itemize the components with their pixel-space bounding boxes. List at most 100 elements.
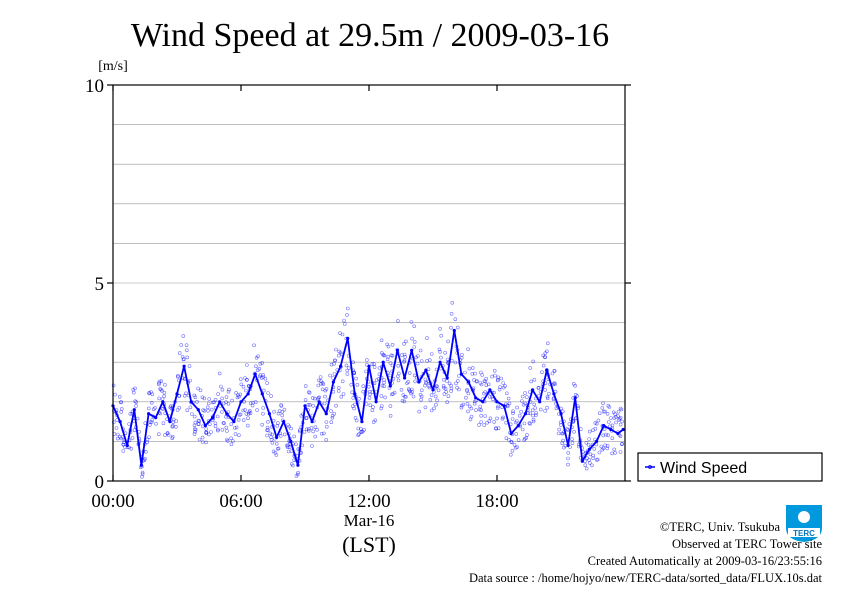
raw-sample-point	[590, 463, 594, 468]
raw-sample-point	[436, 388, 441, 393]
raw-sample-point	[243, 408, 247, 412]
raw-sample-point	[159, 379, 164, 384]
series-point	[161, 400, 165, 404]
series-point	[239, 400, 243, 404]
observed-site-text: Observed at TERC Tower site	[671, 537, 822, 551]
raw-sample-point	[474, 379, 479, 384]
raw-sample-point	[149, 420, 154, 424]
raw-sample-point	[334, 403, 338, 408]
raw-sample-point	[612, 416, 617, 420]
raw-sample-point	[470, 371, 475, 376]
series-point	[602, 424, 606, 428]
raw-sample-point	[220, 410, 224, 414]
raw-sample-point	[525, 395, 529, 399]
raw-sample-point	[545, 405, 549, 410]
series-line-segment	[524, 389, 534, 414]
raw-sample-point	[616, 409, 621, 414]
series-point	[147, 412, 151, 416]
series-line-segment	[545, 369, 555, 395]
raw-sample-point	[419, 359, 424, 363]
raw-sample-point	[345, 313, 349, 317]
series-point	[317, 400, 321, 404]
series-point	[509, 431, 513, 436]
x-axis-date-label: Mar-16	[344, 511, 395, 530]
raw-sample-point	[113, 392, 117, 397]
series-point	[225, 412, 229, 416]
series-line-segment	[282, 421, 292, 442]
series-line-segment	[204, 416, 214, 427]
raw-sample-point	[616, 414, 620, 418]
raw-sample-point	[585, 456, 589, 461]
series-line-segment	[361, 366, 370, 422]
raw-sample-point	[185, 408, 189, 413]
raw-sample-point	[324, 387, 329, 391]
series-point	[118, 420, 122, 424]
x-tick-label: 18:00	[475, 491, 518, 512]
raw-sample-point	[454, 381, 458, 386]
raw-sample-point	[444, 390, 449, 394]
series-point	[346, 336, 350, 340]
raw-sample-point	[265, 425, 270, 430]
raw-sample-point	[237, 413, 242, 417]
raw-sample-point	[501, 381, 506, 385]
series-line-segment	[489, 389, 498, 403]
raw-sample-point	[438, 349, 442, 354]
series-point	[331, 380, 335, 384]
raw-sample-point	[434, 402, 438, 407]
raw-sample-point	[370, 362, 375, 366]
raw-sample-point	[163, 382, 167, 387]
raw-sample-point	[372, 362, 376, 367]
series-line-segment	[297, 405, 306, 466]
raw-sample-point	[364, 402, 369, 406]
raw-sample-point	[472, 401, 477, 406]
raw-sample-point	[572, 429, 576, 434]
raw-sample-point	[402, 399, 407, 404]
series-line-segment	[304, 405, 313, 422]
series-point	[616, 431, 620, 436]
raw-sample-point	[575, 394, 580, 398]
raw-sample-point	[294, 474, 299, 478]
raw-sample-point	[418, 348, 423, 353]
raw-sample-point	[338, 350, 343, 355]
raw-sample-point	[388, 404, 393, 408]
raw-sample-point	[483, 390, 488, 394]
series-point	[324, 412, 328, 416]
raw-sample-point	[554, 406, 559, 411]
series-point	[289, 439, 293, 443]
terc-logo-text: TERC	[793, 529, 815, 538]
raw-sample-point	[367, 389, 372, 394]
raw-sample-point	[225, 429, 229, 433]
raw-sample-point	[163, 433, 167, 437]
raw-sample-point	[265, 433, 269, 438]
raw-sample-point	[612, 447, 617, 452]
series-point	[552, 392, 556, 396]
raw-sample-point	[488, 416, 493, 421]
raw-sample-point	[213, 397, 218, 402]
series-point	[403, 376, 407, 380]
raw-sample-point	[407, 371, 412, 375]
raw-sample-point	[445, 400, 450, 405]
raw-sample-point	[221, 401, 226, 406]
raw-sample-point	[614, 420, 618, 425]
series-point	[410, 348, 414, 352]
series-point	[125, 443, 129, 447]
raw-sample-point	[465, 387, 469, 392]
raw-sample-point	[133, 386, 137, 391]
raw-sample-point	[455, 385, 459, 390]
raw-sample-point	[399, 353, 404, 357]
raw-sample-point	[229, 436, 233, 441]
series-line-segment	[425, 369, 434, 391]
raw-sample-point	[213, 424, 218, 429]
raw-sample-point	[261, 388, 266, 393]
raw-sample-point	[605, 446, 610, 451]
raw-sample-point	[257, 366, 262, 371]
raw-sample-point	[177, 405, 182, 410]
raw-sample-point	[410, 390, 415, 394]
raw-sample-point	[323, 394, 327, 399]
raw-sample-point	[618, 450, 623, 454]
raw-sample-point	[479, 382, 484, 387]
raw-sample-point	[317, 378, 321, 383]
raw-sample-point	[597, 450, 602, 455]
raw-sample-point	[209, 430, 213, 434]
